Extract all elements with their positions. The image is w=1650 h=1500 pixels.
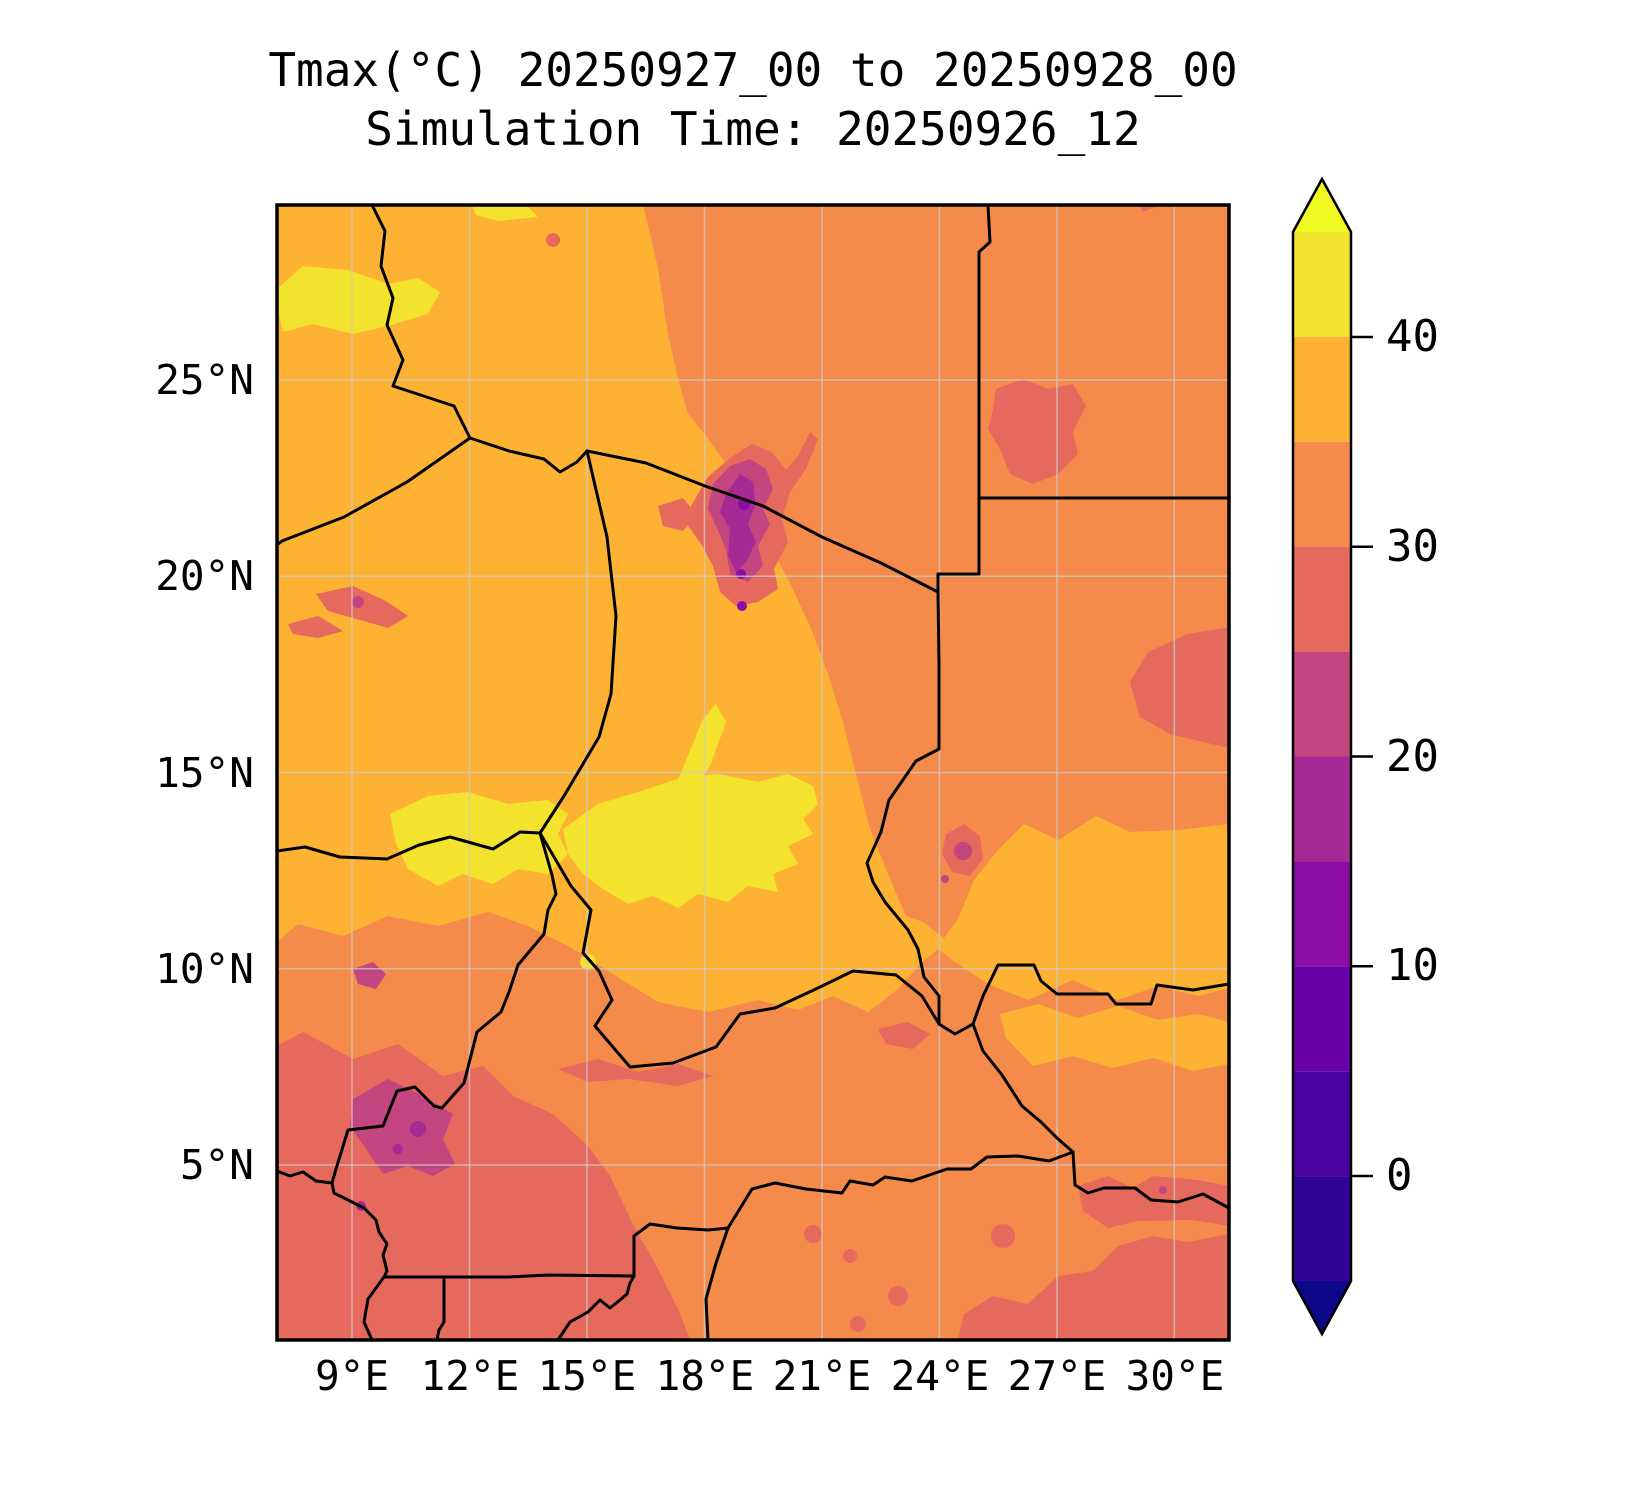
temp-region-se-25-30-b	[1078, 1176, 1229, 1228]
cb-tick-20: 20	[1386, 731, 1439, 782]
temp-region-ne-30-35	[643, 205, 1229, 938]
border-algeria-niger	[277, 436, 472, 547]
border-chad-libya	[585, 449, 940, 594]
temp-region-redsea-25-30	[1130, 627, 1229, 748]
temp-region-schad-25-30	[558, 1059, 713, 1086]
border-nigeria-cameroon	[330, 831, 558, 1185]
figure-title: Tmax(°C) 20250927_00 to 20250928_00	[268, 43, 1238, 97]
map-frame	[275, 203, 1231, 1342]
y-tick-25n: 25°N	[155, 356, 254, 404]
cb-tick-10: 10	[1386, 940, 1439, 991]
temp-spot-10-15	[736, 569, 746, 579]
cb-tick-30: 30	[1386, 521, 1439, 572]
border-ssudan-drc	[1071, 1150, 1229, 1210]
temp-region-tibesti-west-25-30	[658, 498, 696, 531]
cb-seg-30-35	[1293, 441, 1351, 547]
temp-spot-libya-25-30	[546, 233, 560, 247]
y-tick-10n: 10°N	[155, 945, 254, 993]
temp-spot-10-15	[737, 601, 747, 611]
temp-spot-40-45	[580, 954, 596, 970]
border-niger-chad	[538, 449, 618, 835]
temp-spot-border-25-30	[878, 1022, 930, 1049]
border-car-ssudan	[971, 1022, 1075, 1154]
x-tick-18e: 18°E	[655, 1352, 755, 1400]
temp-region-air-core-20-25	[352, 596, 364, 608]
temp-spot-car-25-30	[843, 1249, 857, 1263]
x-tick-27e: 27°E	[1007, 1352, 1107, 1400]
temp-region-nw-40-45	[277, 266, 440, 334]
cb-seg-20-25	[1293, 651, 1351, 757]
cb-seg-10-15	[1293, 861, 1351, 967]
border-gabon-congo	[556, 1274, 636, 1340]
border-niger-nigeria	[277, 830, 542, 861]
border-libya-egypt	[977, 205, 992, 500]
border-sudan-car-link	[937, 1022, 975, 1036]
temp-spot-car-25-30	[804, 1225, 822, 1243]
colorbar-outline	[1291, 176, 1353, 1337]
temp-spot-20-25	[1159, 1186, 1167, 1194]
border-chad-cameroon	[538, 831, 614, 1028]
x-tick-9e: 9°E	[314, 1352, 390, 1400]
border-niger-libya	[468, 436, 589, 474]
x-tick-15e: 15°E	[537, 1352, 637, 1400]
temp-region-lakechad-40-45	[390, 792, 568, 886]
temp-region-air-25-30-b	[288, 616, 343, 638]
y-tick-5n: 5°N	[179, 1141, 254, 1189]
temp-region-top-sliver-40-45	[473, 207, 538, 221]
x-tick-30e: 30°E	[1125, 1352, 1225, 1400]
graticule	[277, 205, 1229, 1340]
border-eqguinea-gabon	[435, 1275, 446, 1340]
coastline-gabon	[362, 1275, 386, 1340]
temp-region-jebelmarra-core-20-25	[954, 842, 972, 860]
temp-spot-25-30	[850, 1316, 866, 1332]
cb-seg-35-40	[1293, 336, 1351, 442]
x-tick-24e: 24°E	[890, 1352, 990, 1400]
border-car-drc	[726, 1150, 1075, 1230]
temp-region-central-chad-40-45	[563, 774, 818, 908]
temp-region-egypt-25-30	[988, 379, 1086, 484]
temp-region-arm-40-45	[678, 704, 726, 786]
cb-seg-m5-0	[1293, 1176, 1351, 1281]
country-borders	[277, 205, 1229, 1465]
temp-spot-20-25	[941, 875, 949, 883]
temp-region-se-25-30-a	[958, 1234, 1229, 1340]
temp-spot-15-20	[410, 1121, 426, 1137]
temp-spot-15-20	[393, 1144, 403, 1154]
cb-seg-40-45	[1293, 232, 1351, 337]
x-tick-21e: 21°E	[772, 1352, 872, 1400]
temp-spot-25-30	[991, 1224, 1015, 1248]
cb-seg-15-20	[1293, 756, 1351, 862]
border-chad-car	[593, 969, 941, 1069]
cb-tick-0: 0	[1386, 1150, 1413, 1201]
border-sudan-ssudan	[971, 963, 1229, 1026]
colorbar-arrow-over	[1293, 179, 1351, 232]
temp-spot-25-30	[888, 1286, 908, 1306]
border-algeria-libya	[370, 205, 472, 440]
border-car-congo	[632, 1222, 730, 1238]
cb-tick-40: 40	[1386, 311, 1439, 362]
border-libya-sudan	[936, 496, 981, 594]
cb-seg-25-30	[1293, 546, 1351, 652]
title-block: Tmax(°C) 20250927_00 to 20250928_00 Simu…	[0, 40, 1506, 158]
y-tick-20n: 20°N	[155, 552, 254, 600]
border-cameroon-gabon	[382, 1273, 636, 1279]
figure-subtitle: Simulation Time: 20250926_12	[365, 102, 1141, 156]
border-chad-sudan	[865, 590, 941, 1026]
y-tick-15n: 15°N	[155, 749, 254, 797]
colorbar	[1291, 176, 1373, 1337]
temp-region-cameroon-highlands-20-25	[350, 1079, 455, 1176]
border-ubangi-river	[704, 1226, 730, 1340]
temp-region-air-25-30-a	[316, 586, 408, 628]
coastline-gulf-of-guinea	[277, 1169, 389, 1279]
colorbar-arrow-under	[1293, 1281, 1351, 1334]
x-tick-12e: 12°E	[420, 1352, 520, 1400]
island-bioko	[317, 1441, 343, 1465]
temp-region-tibesti-core-15-20	[720, 474, 756, 572]
cb-seg-0-5	[1293, 1071, 1351, 1177]
cb-seg-5-10	[1293, 966, 1351, 1072]
